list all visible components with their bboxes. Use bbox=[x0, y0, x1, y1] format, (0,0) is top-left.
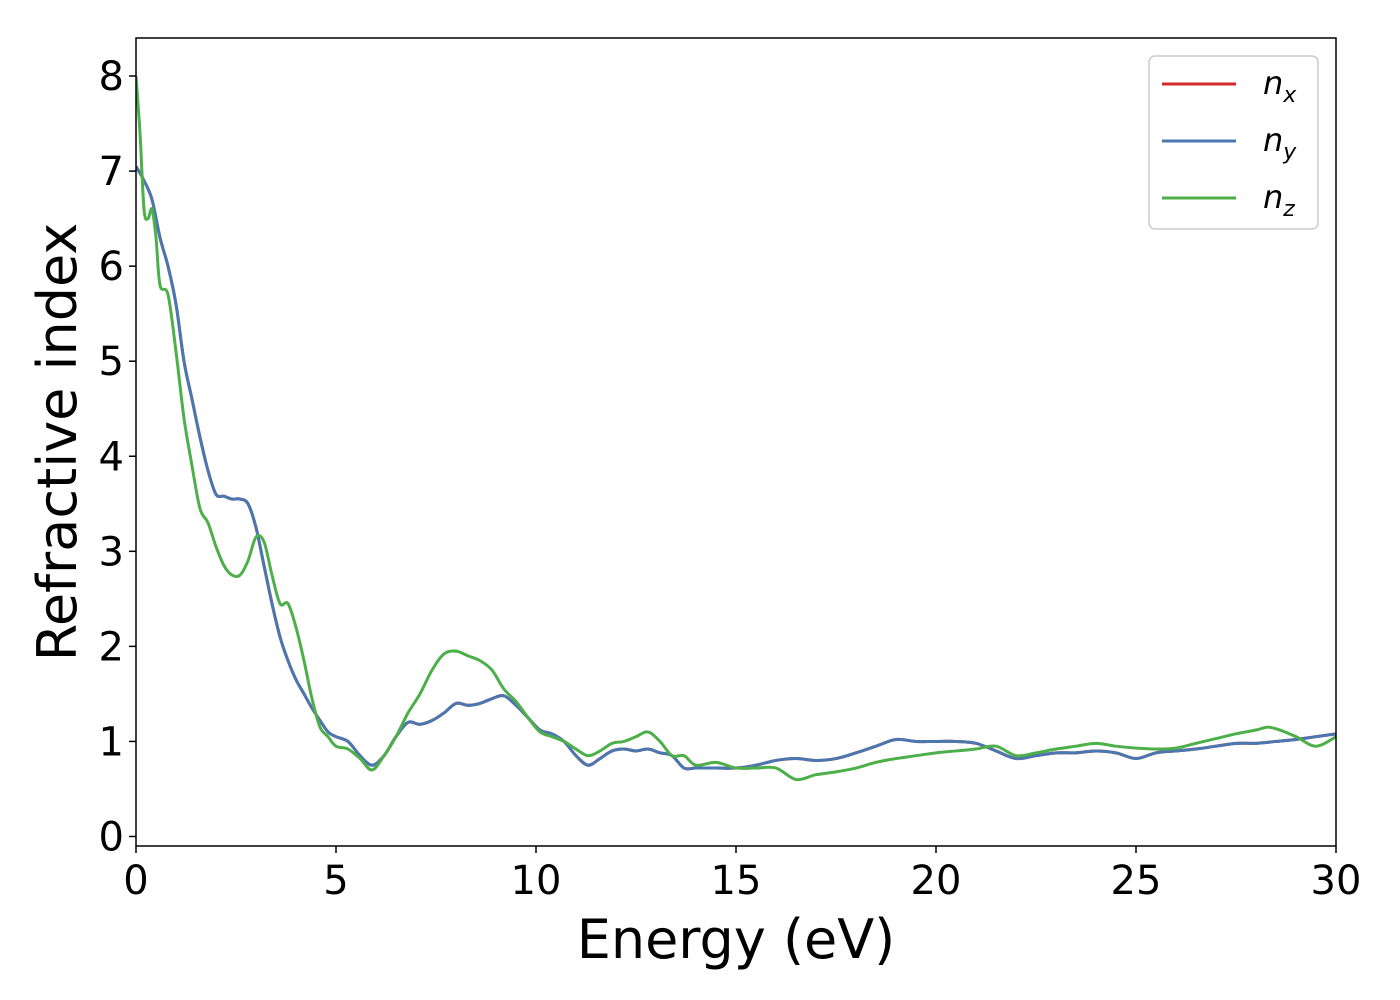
series-line-n-x bbox=[136, 165, 1336, 771]
y-tick-label: 2 bbox=[99, 624, 124, 670]
y-tick-label: 8 bbox=[99, 54, 124, 100]
y-tick-label: 6 bbox=[99, 244, 124, 290]
series-line-n-y bbox=[136, 165, 1336, 771]
y-tick-label: 1 bbox=[99, 719, 124, 765]
y-tick-label: 7 bbox=[99, 149, 124, 195]
x-tick-label: 25 bbox=[1111, 858, 1162, 904]
legend-label-n-z: nz bbox=[1263, 178, 1295, 222]
series-line-n-z bbox=[136, 75, 1336, 782]
legend-label-n-y: ny bbox=[1263, 121, 1297, 165]
x-tick-label: 20 bbox=[911, 858, 962, 904]
y-tick-label: 4 bbox=[99, 434, 124, 480]
y-axis: 0 1 2 3 4 5 6 7 8 bbox=[99, 54, 136, 860]
x-axis: 0 5 10 15 20 25 30 bbox=[123, 846, 1361, 904]
x-tick-label: 30 bbox=[1311, 858, 1362, 904]
y-tick-label: 0 bbox=[99, 814, 124, 860]
y-axis-label: Refractive index bbox=[26, 223, 89, 662]
legend-label-n-x: nx bbox=[1263, 64, 1297, 108]
x-tick-label: 5 bbox=[323, 858, 348, 904]
y-tick-label: 5 bbox=[99, 339, 124, 385]
x-tick-label: 0 bbox=[123, 858, 148, 904]
legend: nx ny nz bbox=[1148, 55, 1319, 230]
x-tick-label: 10 bbox=[511, 858, 562, 904]
x-axis-label: Energy (eV) bbox=[577, 908, 896, 971]
x-tick-label: 15 bbox=[711, 858, 762, 904]
y-tick-label: 3 bbox=[99, 529, 124, 575]
series-layer bbox=[136, 75, 1336, 782]
